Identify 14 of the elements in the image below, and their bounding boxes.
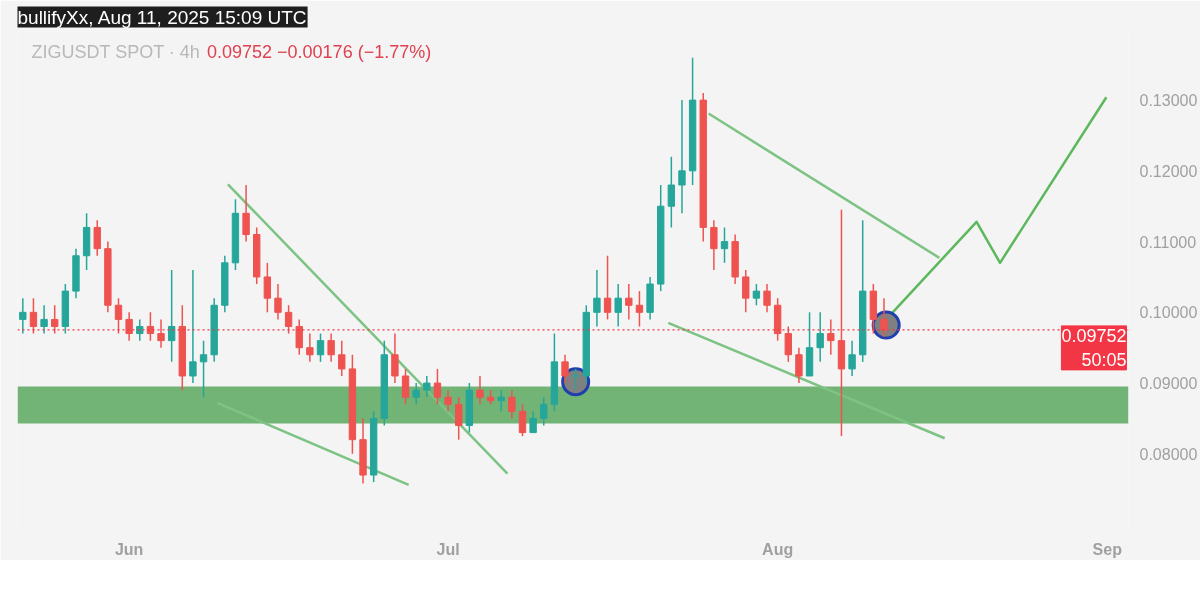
x-tick-label: Jun <box>114 540 144 558</box>
x-tick-label: Jul <box>436 540 460 558</box>
annotation: 0.09752 −0.00176 (−1.77%) <box>207 41 432 62</box>
x-tick-label: Aug <box>762 540 794 558</box>
y-tick-label: 0.10000 <box>1139 304 1198 322</box>
y-tick-label: 0.13000 <box>1139 92 1198 110</box>
text: ZIGUSDT SPOT · 4h <box>31 41 200 62</box>
ref-line-label: 0.09752 50:05 <box>1061 325 1127 370</box>
y-tick-label: 0.12000 <box>1139 162 1198 180</box>
chart-title: bullifyXx, Aug 11, 2025 15:09 UTC <box>17 6 307 28</box>
y-tick-label: 0.09000 <box>1139 375 1198 393</box>
y-tick-label: 0.08000 <box>1139 445 1198 463</box>
y-tick-label: 0.11000 <box>1139 233 1197 251</box>
x-tick-label: Sep <box>1092 540 1123 558</box>
